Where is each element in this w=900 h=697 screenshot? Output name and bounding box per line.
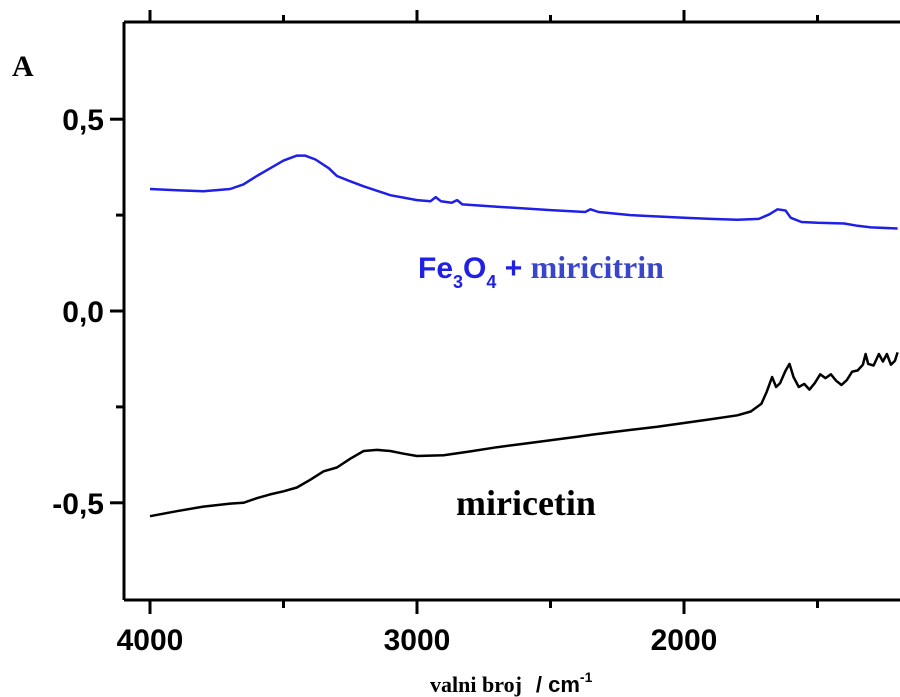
x-ticks: 4000 3000 2000 — [117, 10, 819, 657]
panel-letter: A — [12, 50, 34, 83]
series-lines — [149, 154, 899, 518]
label-fe3o4-miricitrin: Fe3O4 + miricitrin — [418, 249, 664, 292]
label-miricetin: miricetin — [456, 483, 596, 523]
x-axis-label: valni broj / cm-1 — [430, 669, 593, 697]
y-tick-label: -0,5 — [52, 488, 104, 521]
x-tick-label: 4000 — [117, 624, 184, 657]
x-tick-label: 2000 — [651, 624, 718, 657]
y-tick-label: 0,5 — [62, 104, 104, 137]
series-line-black — [149, 352, 899, 518]
y-tick-label: 0,0 — [62, 296, 104, 329]
y-ticks: 0,5 0,0 -0,5 — [52, 104, 124, 521]
x-tick-label: 3000 — [384, 624, 451, 657]
series-line-blue — [149, 154, 898, 230]
